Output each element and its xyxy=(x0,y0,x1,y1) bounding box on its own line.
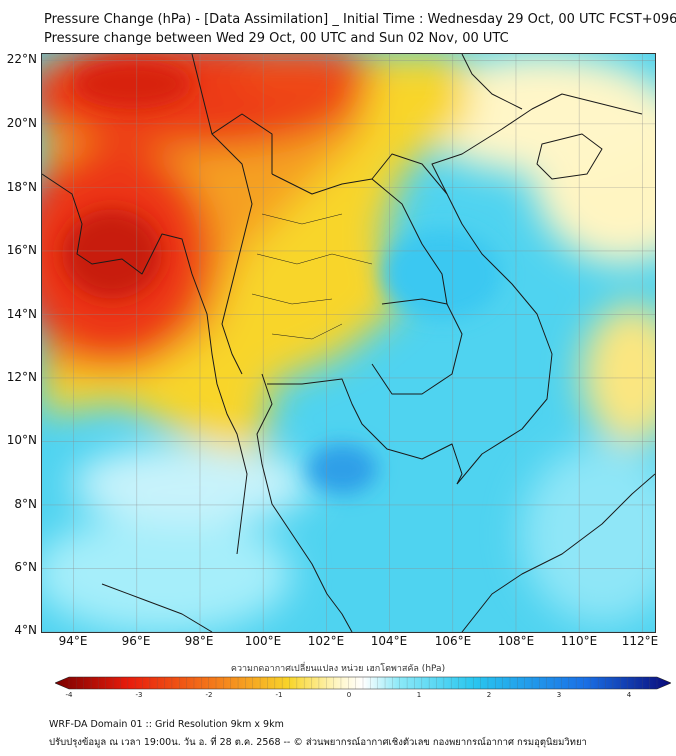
colorbar-tick-label: -4 xyxy=(65,691,73,699)
lon-label-104e: 104°E xyxy=(370,634,408,648)
lat-label-22n: 22°N xyxy=(6,52,37,66)
coastline-borneo xyxy=(461,473,655,632)
lat-label-8n: 8°N xyxy=(14,497,37,511)
coastline-sumatra xyxy=(101,583,213,632)
border-laos-vietnam xyxy=(371,153,448,195)
lat-label-14n: 14°N xyxy=(6,307,37,321)
coastline-peninsula-east xyxy=(256,373,353,632)
colorbar-tick-label: 1 xyxy=(416,691,422,699)
colorbar-tick-label: 2 xyxy=(486,691,492,699)
blue-core-gulf xyxy=(307,444,377,494)
lat-label-4n: 4°N xyxy=(14,623,37,637)
lon-label-94e: 94°E xyxy=(58,634,88,648)
lat-label-18n: 18°N xyxy=(6,180,37,194)
colorbar-gradient xyxy=(55,676,671,690)
chart-subtitle: Pressure change between Wed 29 Oct, 00 U… xyxy=(44,31,509,46)
graticule xyxy=(42,54,655,632)
pale-band-southwest xyxy=(72,444,312,524)
lon-label-98e: 98°E xyxy=(184,634,214,648)
lon-label-100e: 100°E xyxy=(244,634,282,648)
pale-zone-northeast xyxy=(412,54,655,174)
province-lines xyxy=(251,213,373,340)
coastlines-and-borders xyxy=(42,54,655,632)
colorbar-tick-label: -1 xyxy=(275,691,283,699)
coastline-gulf-of-thailand xyxy=(267,378,463,485)
red-core-north xyxy=(72,59,192,109)
coastline-myanmar-west xyxy=(42,173,248,555)
border-thai-myanmar xyxy=(211,133,253,375)
map-panel xyxy=(41,53,656,633)
lon-label-106e: 106°E xyxy=(434,634,472,648)
lat-label-10n: 10°N xyxy=(6,433,37,447)
yellow-patch-east xyxy=(582,304,655,444)
colorbar-title: ความกดอากาศเปลี่ยนแปลง หน่วย เฮกโตพาสคัล… xyxy=(230,664,446,674)
lon-label-102e: 102°E xyxy=(307,634,345,648)
red-zone-north-central xyxy=(232,54,372,104)
colorbar-tick-label: -3 xyxy=(135,691,143,699)
border-myanmar-china xyxy=(191,54,273,174)
lon-label-110e: 110°E xyxy=(560,634,598,648)
colorbar-tick-label: 3 xyxy=(556,691,562,699)
colorbar xyxy=(55,676,671,690)
pale-zone-southwest xyxy=(42,514,292,632)
colorbar-tick-label: -2 xyxy=(205,691,213,699)
pressure-change-map xyxy=(42,54,655,632)
chart-title: Pressure Change (hPa) - [Data Assimilati… xyxy=(44,12,676,27)
border-thai-laos xyxy=(271,173,448,305)
footer-credit: ปรับปรุงข้อมูล ณ เวลา 19:00น. วัน อ. ที่… xyxy=(49,737,587,748)
border-cambodia xyxy=(371,298,463,395)
coastline-vietnam xyxy=(431,93,643,485)
colorbar-tick-marks xyxy=(68,677,658,689)
lat-label-20n: 20°N xyxy=(6,116,37,130)
coastline-hainan xyxy=(536,133,603,180)
lat-label-6n: 6°N xyxy=(14,560,37,574)
coastline-china-south xyxy=(461,54,523,110)
lon-label-96e: 96°E xyxy=(121,634,151,648)
lat-label-16n: 16°N xyxy=(6,243,37,257)
footer-domain-info: WRF-DA Domain 01 :: Grid Resolution 9km … xyxy=(49,719,284,730)
colorbar-tick-label: 4 xyxy=(626,691,632,699)
lon-label-108e: 108°E xyxy=(497,634,535,648)
colorbar-tick-label: 0 xyxy=(346,691,352,699)
lat-label-12n: 12°N xyxy=(6,370,37,384)
lon-label-112e: 112°E xyxy=(621,634,659,648)
